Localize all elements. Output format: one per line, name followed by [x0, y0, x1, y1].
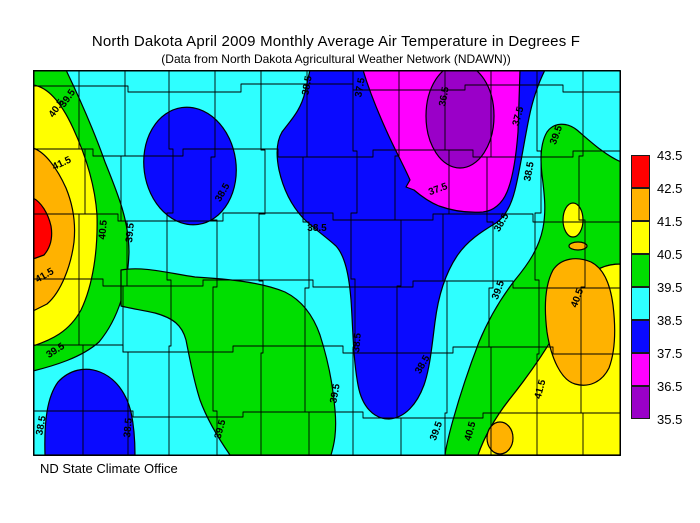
- contour-region-east-orange-spot: [568, 241, 588, 251]
- contour-value-label: 38.5: [307, 223, 327, 234]
- credit-text: ND State Climate Office: [40, 461, 178, 476]
- legend-color-block-yellow: [631, 221, 650, 254]
- contour-region-south-orange-spot: [486, 421, 514, 455]
- legend-color-block-blue: [631, 320, 650, 353]
- legend-tick-label: 39.5: [657, 280, 683, 295]
- contour-value-label: 38.5: [351, 332, 364, 353]
- legend-color-block-cyan: [631, 287, 650, 320]
- contour-value-label: 38.5: [122, 417, 135, 438]
- legend-tick-label: 43.5: [657, 148, 683, 163]
- contour-value-label: 41.5: [533, 378, 549, 400]
- contour-value-label: 40.5: [97, 219, 110, 240]
- legend-tick-label: 36.5: [657, 379, 683, 394]
- legend-colorbar: 43.5 42.5 41.5 40.5 39.5 38.5 37.5 36.5 35.5: [631, 148, 700, 435]
- legend-tick-label: 40.5: [657, 247, 683, 262]
- contour-value-label: 37.5: [511, 105, 527, 127]
- contour-region-southwest-blue: [44, 368, 136, 456]
- legend-color-block-green: [631, 254, 650, 287]
- north-dakota-contour-map: 39.540.541.541.540.5 39.539.538.538.5 37.5…: [33, 70, 621, 456]
- contour-value-label: 40.5: [463, 420, 479, 442]
- legend-tick-label: 42.5: [657, 181, 683, 196]
- contour-value-label: 38.5: [522, 161, 536, 183]
- chart-title: North Dakota April 2009 Monthly Average …: [91, 33, 581, 50]
- legend-color-block-magenta: [631, 353, 650, 386]
- map-border: [33, 70, 621, 456]
- county-boundaries-vertical: [78, 70, 586, 455]
- legend-tick-label: 41.5: [657, 214, 683, 229]
- chart-subtitle: (Data from North Dakota Agricultural Wea…: [161, 52, 511, 66]
- legend-color-block-red: [631, 155, 650, 188]
- contour-region-southeast-orange-blob: [544, 258, 616, 386]
- contour-value-label: 36.5: [437, 86, 451, 108]
- legend-tick-label: 38.5: [657, 313, 683, 328]
- contour-value-label: 39.5: [124, 222, 137, 243]
- contour-value-label: 38.5: [300, 75, 314, 97]
- contour-region-west-orange: [33, 147, 76, 312]
- legend-tick-label: 35.5: [657, 412, 683, 427]
- contour-value-label: 39.5: [213, 418, 229, 440]
- contour-region-northwest-blue-oval: [143, 106, 237, 226]
- contour-value-label: 39.5: [328, 383, 342, 405]
- contour-region-west-red: [33, 197, 53, 260]
- legend-color-block-orange: [631, 188, 650, 221]
- legend-color-block-purple: [631, 386, 650, 419]
- contour-value-label: 37.5: [353, 77, 367, 99]
- contour-region-north-purple-core: [425, 70, 495, 169]
- contour-value-label: 38.5: [34, 415, 48, 437]
- legend-tick-label: 37.5: [657, 346, 683, 361]
